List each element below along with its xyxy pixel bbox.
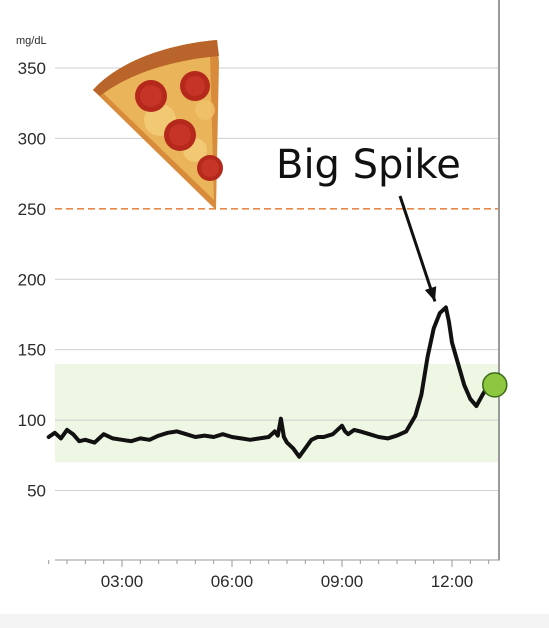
glucose-series-line bbox=[46, 305, 491, 459]
target-range-band bbox=[55, 363, 498, 463]
y-axis-tick-labels: 50 100 150 200 250 300 350 bbox=[18, 59, 46, 501]
pizza-slice-icon bbox=[93, 40, 223, 210]
y-tick-label-150: 150 bbox=[18, 341, 46, 360]
current-reading-marker bbox=[482, 372, 508, 398]
x-tick-label-0600: 06:00 bbox=[211, 572, 254, 591]
y-tick-label-50: 50 bbox=[27, 482, 46, 501]
y-tick-label-200: 200 bbox=[18, 270, 46, 289]
x-tick-label-0900: 09:00 bbox=[321, 572, 364, 591]
annotation-arrow bbox=[398, 195, 437, 302]
x-tick-label-1200: 12:00 bbox=[431, 572, 474, 591]
x-tick-label-0300: 03:00 bbox=[101, 572, 144, 591]
bottom-strip bbox=[0, 614, 549, 628]
y-tick-label-300: 300 bbox=[18, 129, 46, 148]
annotation-arrow-head bbox=[424, 286, 437, 302]
y-tick-label-100: 100 bbox=[18, 411, 46, 430]
y-tick-label-250: 250 bbox=[18, 200, 46, 219]
annotation-arrow-shaft bbox=[398, 195, 437, 302]
x-axis: 03:00 06:00 09:00 12:00 bbox=[48, 559, 500, 591]
y-axis-unit-label: mg/dL bbox=[16, 35, 47, 47]
big-spike-annotation: Big Spike bbox=[276, 142, 461, 188]
y-tick-label-350: 350 bbox=[18, 59, 46, 78]
